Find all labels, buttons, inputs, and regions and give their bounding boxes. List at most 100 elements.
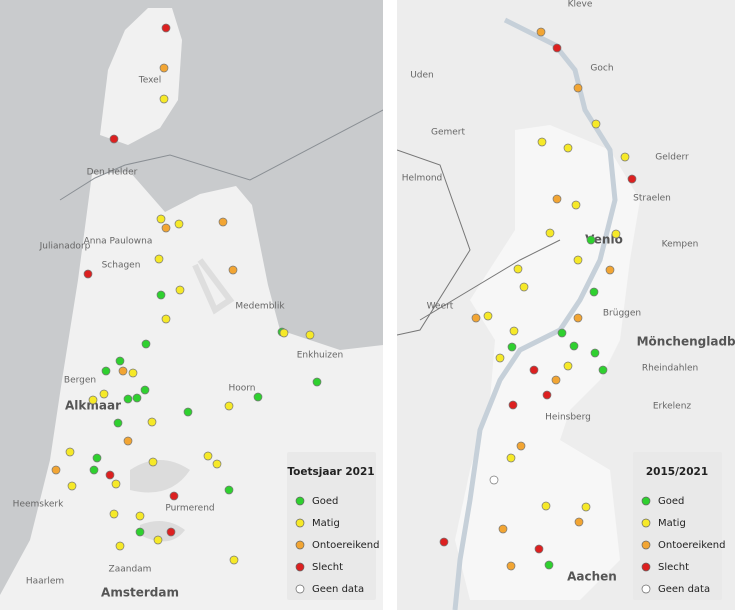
station-marker <box>305 330 315 340</box>
station-marker <box>183 407 193 417</box>
place-label: Uden <box>410 71 434 81</box>
map-right <box>397 0 735 610</box>
place-label: Bergen <box>64 376 96 386</box>
station-marker <box>101 366 111 376</box>
place-label: Rheindahlen <box>642 364 698 374</box>
place-label: Aachen <box>567 570 617 584</box>
station-marker <box>105 470 115 480</box>
station-marker <box>506 453 516 463</box>
station-marker <box>620 152 630 162</box>
place-label: Goch <box>590 64 613 74</box>
station-marker <box>88 395 98 405</box>
place-label: Schagen <box>102 261 141 271</box>
legend-label: Ontoereikend <box>312 540 380 551</box>
station-marker <box>591 119 601 129</box>
station-marker <box>605 265 615 275</box>
station-marker <box>563 143 573 153</box>
station-marker <box>516 441 526 451</box>
station-marker <box>573 313 583 323</box>
legend-title: 2015/2021 <box>646 466 708 478</box>
place-label: Medemblik <box>235 302 285 312</box>
legend-swatch <box>295 518 305 528</box>
station-marker <box>563 361 573 371</box>
place-label: Brüggen <box>603 309 641 319</box>
station-marker <box>128 368 138 378</box>
place-label: Amsterdam <box>101 586 179 600</box>
station-marker <box>159 63 169 73</box>
station-marker <box>224 485 234 495</box>
place-label: Purmerend <box>165 504 214 514</box>
place-label: Heinsberg <box>545 413 591 423</box>
station-marker <box>154 254 164 264</box>
station-marker <box>218 217 228 227</box>
station-marker <box>483 311 493 321</box>
station-marker <box>148 457 158 467</box>
station-marker <box>506 561 516 571</box>
legend-label: Ontoereikend <box>658 540 726 551</box>
station-marker <box>471 313 481 323</box>
station-marker <box>174 219 184 229</box>
station-marker <box>529 365 539 375</box>
station-marker <box>212 459 222 469</box>
station-marker <box>161 223 171 233</box>
place-label: Den Helder <box>87 168 138 178</box>
station-marker <box>159 94 169 104</box>
station-marker <box>581 502 591 512</box>
station-marker <box>312 377 322 387</box>
station-marker <box>574 517 584 527</box>
place-label: Enkhuizen <box>297 351 343 361</box>
legend-label: Matig <box>312 518 340 529</box>
place-label: Alkmaar <box>65 399 121 413</box>
legend-box <box>633 452 722 600</box>
station-marker <box>115 541 125 551</box>
station-marker <box>590 348 600 358</box>
station-marker <box>279 328 289 338</box>
station-marker <box>153 535 163 545</box>
station-marker <box>161 23 171 33</box>
station-marker <box>113 418 123 428</box>
place-label: Hoorn <box>228 384 255 394</box>
station-marker <box>118 366 128 376</box>
station-marker <box>89 465 99 475</box>
station-marker <box>147 417 157 427</box>
place-label: Zaandam <box>109 565 152 575</box>
station-marker <box>513 264 523 274</box>
station-marker <box>507 342 517 352</box>
station-marker <box>92 453 102 463</box>
place-label: Anna Paulowna <box>84 237 153 247</box>
legend-box <box>287 452 376 600</box>
legend-label: Slecht <box>658 562 689 573</box>
station-marker <box>545 228 555 238</box>
legend-label: Geen data <box>312 584 364 595</box>
legend-label: Goed <box>658 496 684 507</box>
station-marker <box>132 393 142 403</box>
station-marker <box>541 501 551 511</box>
station-marker <box>166 527 176 537</box>
station-marker <box>489 475 499 485</box>
place-label: Mönchengladbach <box>637 335 735 349</box>
station-marker <box>569 341 579 351</box>
station-marker <box>65 447 75 457</box>
station-marker <box>175 285 185 295</box>
station-marker <box>141 339 151 349</box>
station-marker <box>140 385 150 395</box>
legend-swatch <box>641 562 651 572</box>
station-marker <box>109 509 119 519</box>
station-marker <box>115 356 125 366</box>
station-marker <box>224 401 234 411</box>
place-label: Julianadorp <box>39 242 91 252</box>
station-marker <box>589 287 599 297</box>
station-marker <box>498 524 508 534</box>
place-label: Gemert <box>431 128 466 138</box>
legend-swatch <box>641 584 651 594</box>
legend-swatch <box>295 496 305 506</box>
place-label: Heemskerk <box>13 500 64 510</box>
station-marker <box>495 353 505 363</box>
station-marker <box>135 527 145 537</box>
station-marker <box>537 137 547 147</box>
station-marker <box>109 134 119 144</box>
station-marker <box>203 451 213 461</box>
station-marker <box>51 465 61 475</box>
station-marker <box>536 27 546 37</box>
